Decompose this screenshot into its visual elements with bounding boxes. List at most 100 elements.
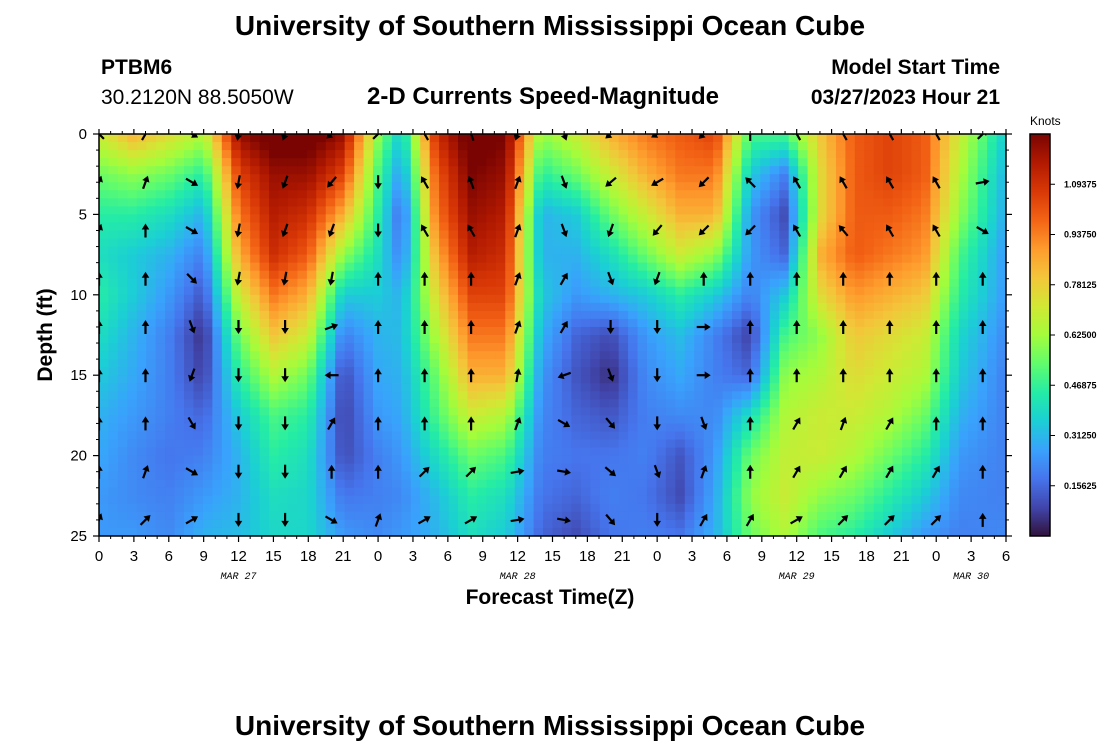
heatmap-cell bbox=[590, 463, 601, 473]
heatmap-cell bbox=[269, 447, 280, 457]
heatmap-cell bbox=[590, 527, 601, 536]
heatmap-cell bbox=[202, 335, 213, 344]
heatmap-cell bbox=[769, 351, 780, 360]
heatmap-cell bbox=[448, 495, 459, 505]
heatmap-cell bbox=[722, 174, 733, 183]
heatmap-cell bbox=[117, 407, 128, 416]
heatmap-cell bbox=[902, 343, 913, 352]
heatmap-cell bbox=[864, 310, 875, 320]
heatmap-cell bbox=[221, 423, 232, 433]
heatmap-cell bbox=[221, 246, 232, 256]
heatmap-cell bbox=[165, 519, 176, 529]
heatmap-cell bbox=[410, 407, 421, 416]
heatmap-cell bbox=[458, 150, 469, 159]
heatmap-cell bbox=[410, 455, 421, 465]
current-vector-arrow bbox=[374, 320, 382, 334]
heatmap-cell bbox=[155, 190, 166, 199]
heatmap-cell bbox=[873, 246, 884, 256]
heatmap-cell bbox=[599, 447, 610, 457]
heatmap-cell bbox=[949, 262, 960, 272]
heatmap-cell bbox=[117, 230, 128, 240]
heatmap-cell bbox=[117, 254, 128, 264]
heatmap-cell bbox=[883, 246, 894, 256]
heatmap-cell bbox=[646, 318, 658, 328]
heatmap-cell bbox=[420, 142, 431, 151]
heatmap-cell bbox=[401, 423, 412, 433]
heatmap-cell bbox=[533, 511, 544, 521]
heatmap-cell bbox=[750, 206, 761, 215]
heatmap-cell bbox=[467, 391, 478, 400]
heatmap-cell bbox=[250, 463, 261, 473]
heatmap-cell bbox=[193, 351, 204, 360]
heatmap-cell bbox=[817, 415, 828, 425]
heatmap-cell bbox=[854, 519, 865, 529]
heatmap-cell bbox=[297, 479, 308, 489]
heatmap-cell bbox=[231, 495, 242, 505]
heatmap-cell bbox=[732, 230, 743, 240]
heatmap-cell bbox=[656, 262, 667, 272]
heatmap-cell bbox=[987, 254, 998, 264]
heatmap-cell bbox=[732, 431, 743, 441]
heatmap-cell bbox=[165, 286, 176, 296]
heatmap-cell bbox=[391, 399, 402, 408]
heatmap-cell bbox=[987, 447, 998, 457]
heatmap-cell bbox=[127, 326, 138, 336]
heatmap-cell bbox=[344, 383, 355, 392]
heatmap-cell bbox=[930, 158, 941, 167]
heatmap-cell bbox=[713, 238, 724, 248]
heatmap-cell bbox=[495, 431, 506, 441]
heatmap-cell bbox=[514, 302, 525, 312]
heatmap-cell bbox=[618, 174, 629, 183]
heatmap-cell bbox=[902, 198, 913, 207]
heatmap-cell bbox=[533, 439, 544, 449]
heatmap-cell bbox=[920, 407, 932, 416]
heatmap-cell bbox=[807, 310, 818, 320]
heatmap-cell bbox=[599, 214, 610, 224]
heatmap-cell bbox=[278, 351, 289, 360]
heatmap-cell bbox=[127, 503, 138, 513]
heatmap-cell bbox=[864, 519, 875, 529]
heatmap-cell bbox=[665, 431, 676, 441]
heatmap-cell bbox=[325, 198, 336, 207]
heatmap-cell bbox=[902, 463, 913, 473]
heatmap-cell bbox=[391, 286, 402, 296]
heatmap-cell bbox=[155, 511, 166, 521]
heatmap-cell bbox=[779, 431, 790, 441]
heatmap-cell bbox=[212, 415, 223, 425]
heatmap-cell bbox=[99, 431, 110, 441]
heatmap-cell bbox=[628, 222, 639, 232]
heatmap-cell bbox=[977, 214, 988, 224]
heatmap-cell bbox=[760, 359, 771, 368]
heatmap-cell bbox=[146, 519, 157, 529]
heatmap-cell bbox=[476, 423, 487, 433]
heatmap-cell bbox=[278, 158, 289, 167]
heatmap-cell bbox=[713, 310, 724, 320]
heatmap-cell bbox=[590, 479, 601, 489]
heatmap-cell bbox=[117, 447, 128, 457]
heatmap-cell bbox=[269, 142, 280, 151]
heatmap-cell bbox=[958, 407, 969, 416]
heatmap-cell bbox=[505, 375, 516, 384]
heatmap-cell bbox=[750, 463, 761, 473]
heatmap-cell bbox=[552, 230, 563, 240]
heatmap-cell bbox=[250, 399, 261, 408]
heatmap-cell bbox=[363, 431, 374, 441]
heatmap-cell bbox=[117, 214, 128, 224]
heatmap-cell bbox=[609, 238, 620, 248]
heatmap-cell bbox=[902, 439, 913, 449]
heatmap-cell bbox=[448, 487, 459, 497]
heatmap-cell bbox=[410, 503, 421, 513]
heatmap-cell bbox=[845, 367, 856, 376]
heatmap-cell bbox=[949, 238, 960, 248]
heatmap-cell bbox=[920, 198, 932, 207]
heatmap-cell bbox=[240, 206, 251, 215]
heatmap-cell bbox=[212, 495, 223, 505]
heatmap-cell bbox=[458, 310, 469, 320]
heatmap-cell bbox=[656, 230, 667, 240]
heatmap-cell bbox=[524, 278, 535, 288]
heatmap-cell bbox=[524, 479, 535, 489]
heatmap-cell bbox=[741, 326, 752, 336]
heatmap-cell bbox=[713, 174, 724, 183]
heatmap-cell bbox=[665, 439, 676, 449]
heatmap-cell bbox=[854, 351, 865, 360]
